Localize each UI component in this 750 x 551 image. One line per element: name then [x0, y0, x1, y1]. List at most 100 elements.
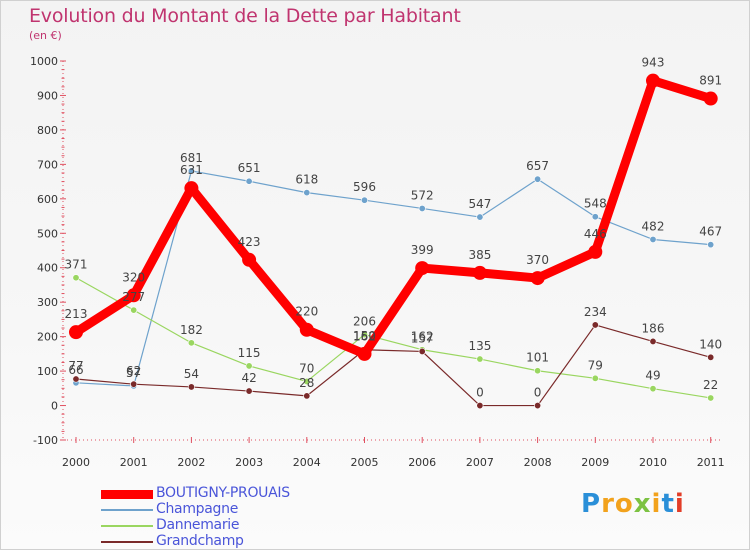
legend-item-grandchamp: Grandchamp: [101, 533, 361, 550]
y-tick-label: 600: [37, 193, 58, 206]
data-label-grandchamp: 62: [126, 364, 141, 378]
data-label-champagne: 618: [295, 173, 318, 187]
x-tick-label: 2003: [235, 456, 263, 469]
data-label-dannemarie: 49: [645, 369, 660, 383]
data-point-champagne: [418, 204, 426, 212]
legend-label: BOUTIGNY-PROUAIS: [156, 485, 290, 501]
data-label-grandchamp: 186: [642, 321, 665, 335]
data-point-dannemarie: [707, 394, 715, 402]
data-point-dannemarie: [534, 367, 542, 375]
data-label-boutigny-prouais: 370: [526, 253, 549, 267]
logo-letter: i: [674, 489, 685, 519]
x-tick-label: 2006: [408, 456, 436, 469]
data-label-dannemarie: 70: [299, 361, 314, 375]
data-label-champagne: 572: [411, 188, 434, 202]
data-label-champagne: 596: [353, 180, 376, 194]
x-tick-label: 2001: [120, 456, 148, 469]
data-label-boutigny-prouais: 213: [65, 307, 88, 321]
y-tick-label: 200: [37, 331, 58, 344]
x-tick-label: 2002: [177, 456, 205, 469]
data-label-boutigny-prouais: 320: [122, 270, 145, 284]
data-point-champagne: [360, 196, 368, 204]
data-point-boutigny-prouais: [126, 288, 141, 303]
legend-swatch: [101, 525, 153, 527]
legend-swatch: [101, 541, 153, 543]
data-label-dannemarie: 115: [238, 346, 261, 360]
data-label-boutigny-prouais: 150: [353, 329, 376, 343]
legend-label: Grandchamp: [156, 533, 244, 549]
x-tick-label: 2004: [293, 456, 321, 469]
data-label-dannemarie: 182: [180, 323, 203, 337]
logo-letter: x: [633, 489, 652, 519]
data-point-grandchamp: [418, 347, 426, 355]
y-tick-label: 500: [37, 227, 58, 240]
data-label-grandchamp: 0: [476, 386, 484, 400]
data-point-dannemarie: [303, 377, 311, 385]
data-label-dannemarie: 371: [65, 258, 88, 272]
data-label-grandchamp: 162: [353, 330, 376, 344]
data-label-dannemarie: 135: [468, 339, 491, 353]
data-point-dannemarie: [72, 274, 80, 282]
logo-letter: o: [614, 489, 634, 519]
data-point-grandchamp: [187, 383, 195, 391]
legend-label: Champagne: [156, 501, 239, 517]
chart-title: Evolution du Montant de la Dette par Hab…: [29, 5, 461, 27]
data-label-boutigny-prouais: 423: [238, 235, 261, 249]
data-point-boutigny-prouais: [530, 271, 545, 286]
data-point-dannemarie: [360, 331, 368, 339]
data-point-boutigny-prouais: [184, 181, 199, 196]
data-label-grandchamp: 54: [184, 367, 199, 381]
x-tick-label: 2008: [524, 456, 552, 469]
logo-letter: r: [601, 489, 615, 519]
data-point-grandchamp: [245, 387, 253, 395]
data-point-dannemarie: [649, 385, 657, 393]
data-point-champagne: [707, 241, 715, 249]
data-label-dannemarie: 22: [703, 378, 718, 392]
legend-item-boutigny-prouais: BOUTIGNY-PROUAIS: [101, 485, 361, 502]
data-label-boutigny-prouais: 446: [584, 227, 607, 241]
data-point-champagne: [534, 175, 542, 183]
data-point-champagne: [649, 235, 657, 243]
data-label-boutigny-prouais: 385: [468, 248, 491, 262]
data-point-grandchamp: [591, 321, 599, 329]
chart-legend: BOUTIGNY-PROUAIS Champagne Dannemarie Grand…: [101, 485, 361, 550]
legend-label: Dannemarie: [156, 517, 240, 533]
data-point-champagne: [591, 213, 599, 221]
x-tick-label: 2011: [697, 456, 725, 469]
y-tick-label: -100: [33, 434, 58, 447]
data-point-champagne: [476, 213, 484, 221]
y-tick-label: 0: [51, 400, 58, 413]
y-tick-label: 900: [37, 89, 58, 102]
y-tick-label: 700: [37, 158, 58, 171]
data-label-boutigny-prouais: 943: [642, 56, 665, 70]
x-tick-label: 2007: [466, 456, 494, 469]
data-label-dannemarie: 277: [122, 290, 145, 304]
data-point-boutigny-prouais: [472, 265, 487, 280]
data-point-boutigny-prouais: [242, 252, 257, 267]
data-label-grandchamp: 77: [68, 359, 83, 373]
chart-series: [69, 73, 718, 410]
data-point-champagne: [303, 189, 311, 197]
legend-swatch: [101, 490, 153, 499]
series-line-boutigny-prouais: [71, 76, 716, 359]
data-point-champagne: [245, 177, 253, 185]
chart-axes: -100010020030040050060070080090010002000…: [30, 55, 725, 469]
data-label-dannemarie: 206: [353, 315, 376, 329]
data-label-champagne: 482: [642, 219, 665, 233]
data-label-grandchamp: 140: [699, 337, 722, 351]
data-point-dannemarie: [476, 355, 484, 363]
data-label-dannemarie: 162: [411, 330, 434, 344]
data-label-grandchamp: 42: [241, 371, 256, 385]
data-point-grandchamp: [707, 353, 715, 361]
data-label-champagne: 66: [68, 363, 83, 377]
data-label-champagne: 657: [526, 159, 549, 173]
data-label-grandchamp: 234: [584, 305, 607, 319]
chart-subtitle: (en €): [29, 29, 62, 42]
data-point-grandchamp: [303, 392, 311, 400]
data-point-boutigny-prouais: [588, 244, 603, 259]
data-label-boutigny-prouais: 891: [699, 74, 722, 88]
y-tick-label: 300: [37, 296, 58, 309]
